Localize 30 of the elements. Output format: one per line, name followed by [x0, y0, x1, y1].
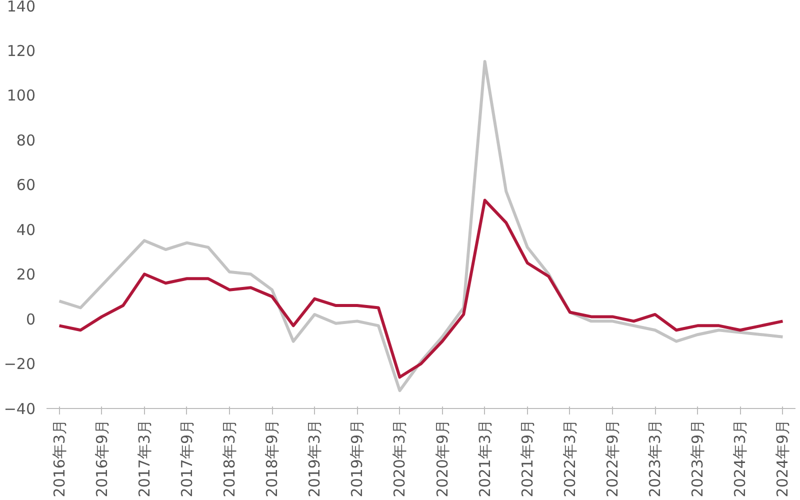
x-tick-label: 2024年9月: [774, 420, 792, 498]
x-tick-label: 2019年3月: [306, 420, 324, 498]
x-tick-label: 2022年3月: [560, 420, 579, 498]
x-tick-label: 2020年9月: [433, 420, 452, 498]
x-tick-label: 2020年3月: [390, 420, 409, 498]
y-tick-label: 60: [16, 176, 36, 194]
y-tick-label: 100: [6, 86, 36, 105]
y-tick-label: 120: [6, 42, 36, 60]
x-tick-label: 2021年3月: [476, 420, 494, 498]
y-tick-label: −40: [4, 400, 36, 418]
y-tick-label: 0: [26, 310, 36, 328]
x-tick-label: 2021年9月: [518, 420, 536, 498]
x-tick-label: 2019年9月: [348, 420, 366, 498]
y-tick-label: 40: [16, 220, 36, 239]
x-tick-label: 2016年3月: [50, 420, 68, 498]
x-tick-label: 2018年9月: [263, 420, 282, 498]
y-tick-label: −20: [4, 355, 36, 374]
y-tick-label: 80: [16, 131, 36, 150]
line-series: [58, 60, 784, 392]
x-tick-label: 2017年3月: [135, 420, 154, 498]
x-tick-label: 2018年3月: [220, 420, 238, 498]
x-tick-label: 2017年9月: [178, 420, 196, 498]
x-tick-label: 2024年3月: [731, 420, 750, 498]
y-tick-label: 140: [6, 0, 36, 16]
y-tick-label: 20: [16, 266, 36, 284]
x-tick-label: 2023年9月: [688, 420, 707, 498]
x-tick-label: 2023年3月: [646, 420, 664, 498]
x-tick-label: 2022年9月: [604, 420, 622, 498]
line-series: [58, 198, 784, 379]
x-tick-label: 2016年9月: [92, 420, 111, 498]
